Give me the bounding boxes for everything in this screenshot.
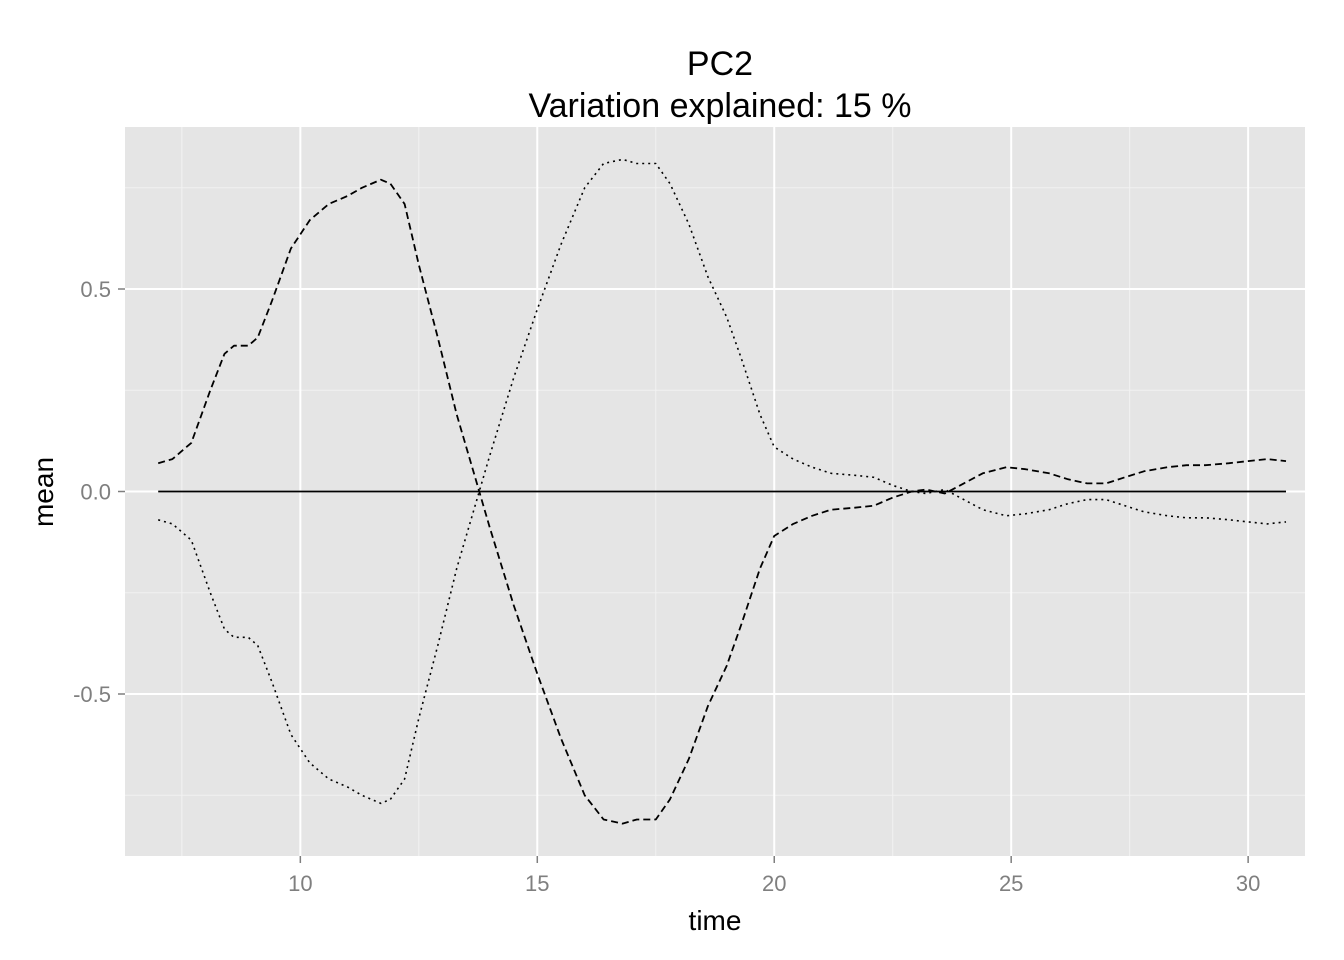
- x-tick-label: 30: [1236, 871, 1260, 896]
- x-axis-title: time: [689, 905, 742, 936]
- x-tick-label: 25: [999, 871, 1023, 896]
- x-tick-label: 10: [288, 871, 312, 896]
- y-tick-label: -0.5: [73, 682, 111, 707]
- x-tick-label: 15: [525, 871, 549, 896]
- chart-subtitle: Variation explained: 15 %: [528, 87, 911, 125]
- series-line-dashed: [157, 178, 1287, 825]
- axis-ticks: [118, 288, 1249, 863]
- y-tick-label: 0.5: [80, 277, 111, 302]
- chart-title: PC2: [687, 45, 753, 83]
- x-tick-label: 20: [762, 871, 786, 896]
- data-lines: [157, 158, 1287, 825]
- y-tick-label: 0.0: [80, 480, 111, 505]
- y-axis-title: mean: [28, 457, 59, 527]
- tick-labels: 10 15 20 25 30 -0.5 0.0 0.5: [73, 277, 1260, 896]
